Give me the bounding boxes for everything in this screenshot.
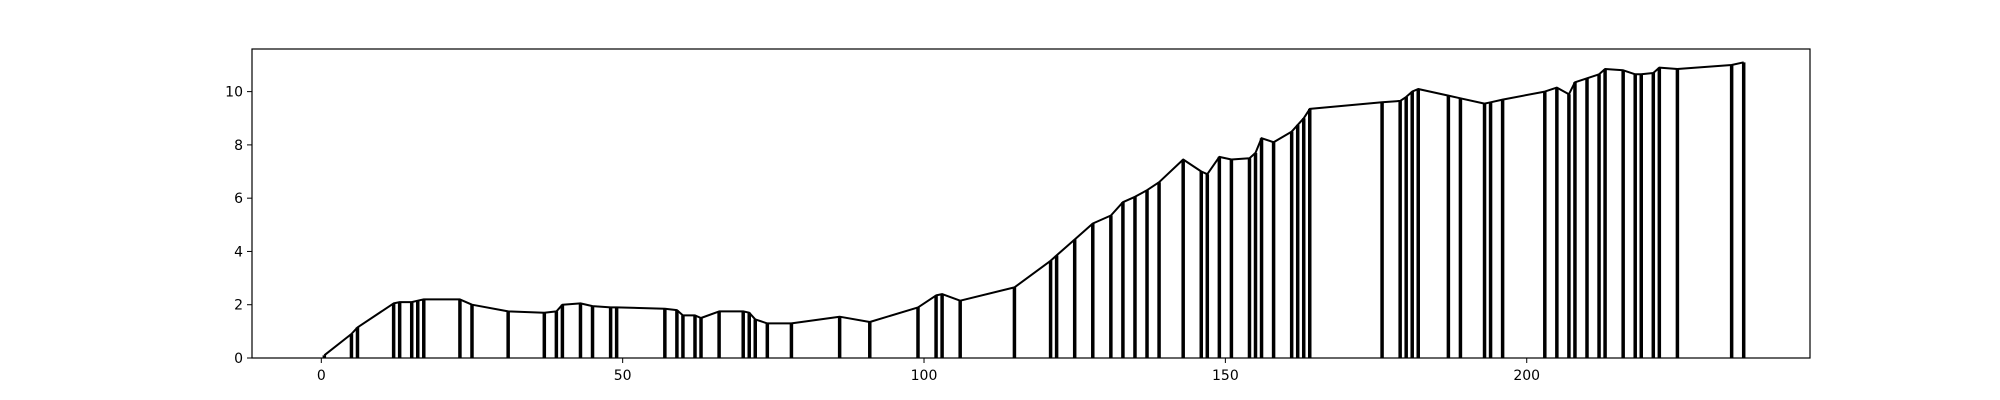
y-tick-label: 6 (234, 191, 243, 207)
x-axis: 0 50 100 150 200 (317, 358, 1540, 384)
series-line (323, 61, 1744, 357)
y-tick-label: 0 (234, 351, 243, 367)
y-tick-label: 8 (234, 138, 243, 154)
y-tick-label: 2 (234, 298, 243, 314)
plot-frame (251, 48, 1811, 359)
x-tick-label: 150 (1212, 368, 1239, 384)
y-axis: 0 2 4 6 8 10 (225, 85, 252, 367)
bars-layer (322, 62, 1746, 358)
y-tick-label: 4 (234, 244, 243, 260)
x-tick-label: 200 (1513, 368, 1540, 384)
line-layer (323, 61, 1744, 357)
x-tick-label: 50 (614, 368, 632, 384)
x-tick-label: 0 (317, 368, 326, 384)
y-tick-label: 10 (225, 85, 243, 101)
x-tick-label: 100 (911, 368, 938, 384)
